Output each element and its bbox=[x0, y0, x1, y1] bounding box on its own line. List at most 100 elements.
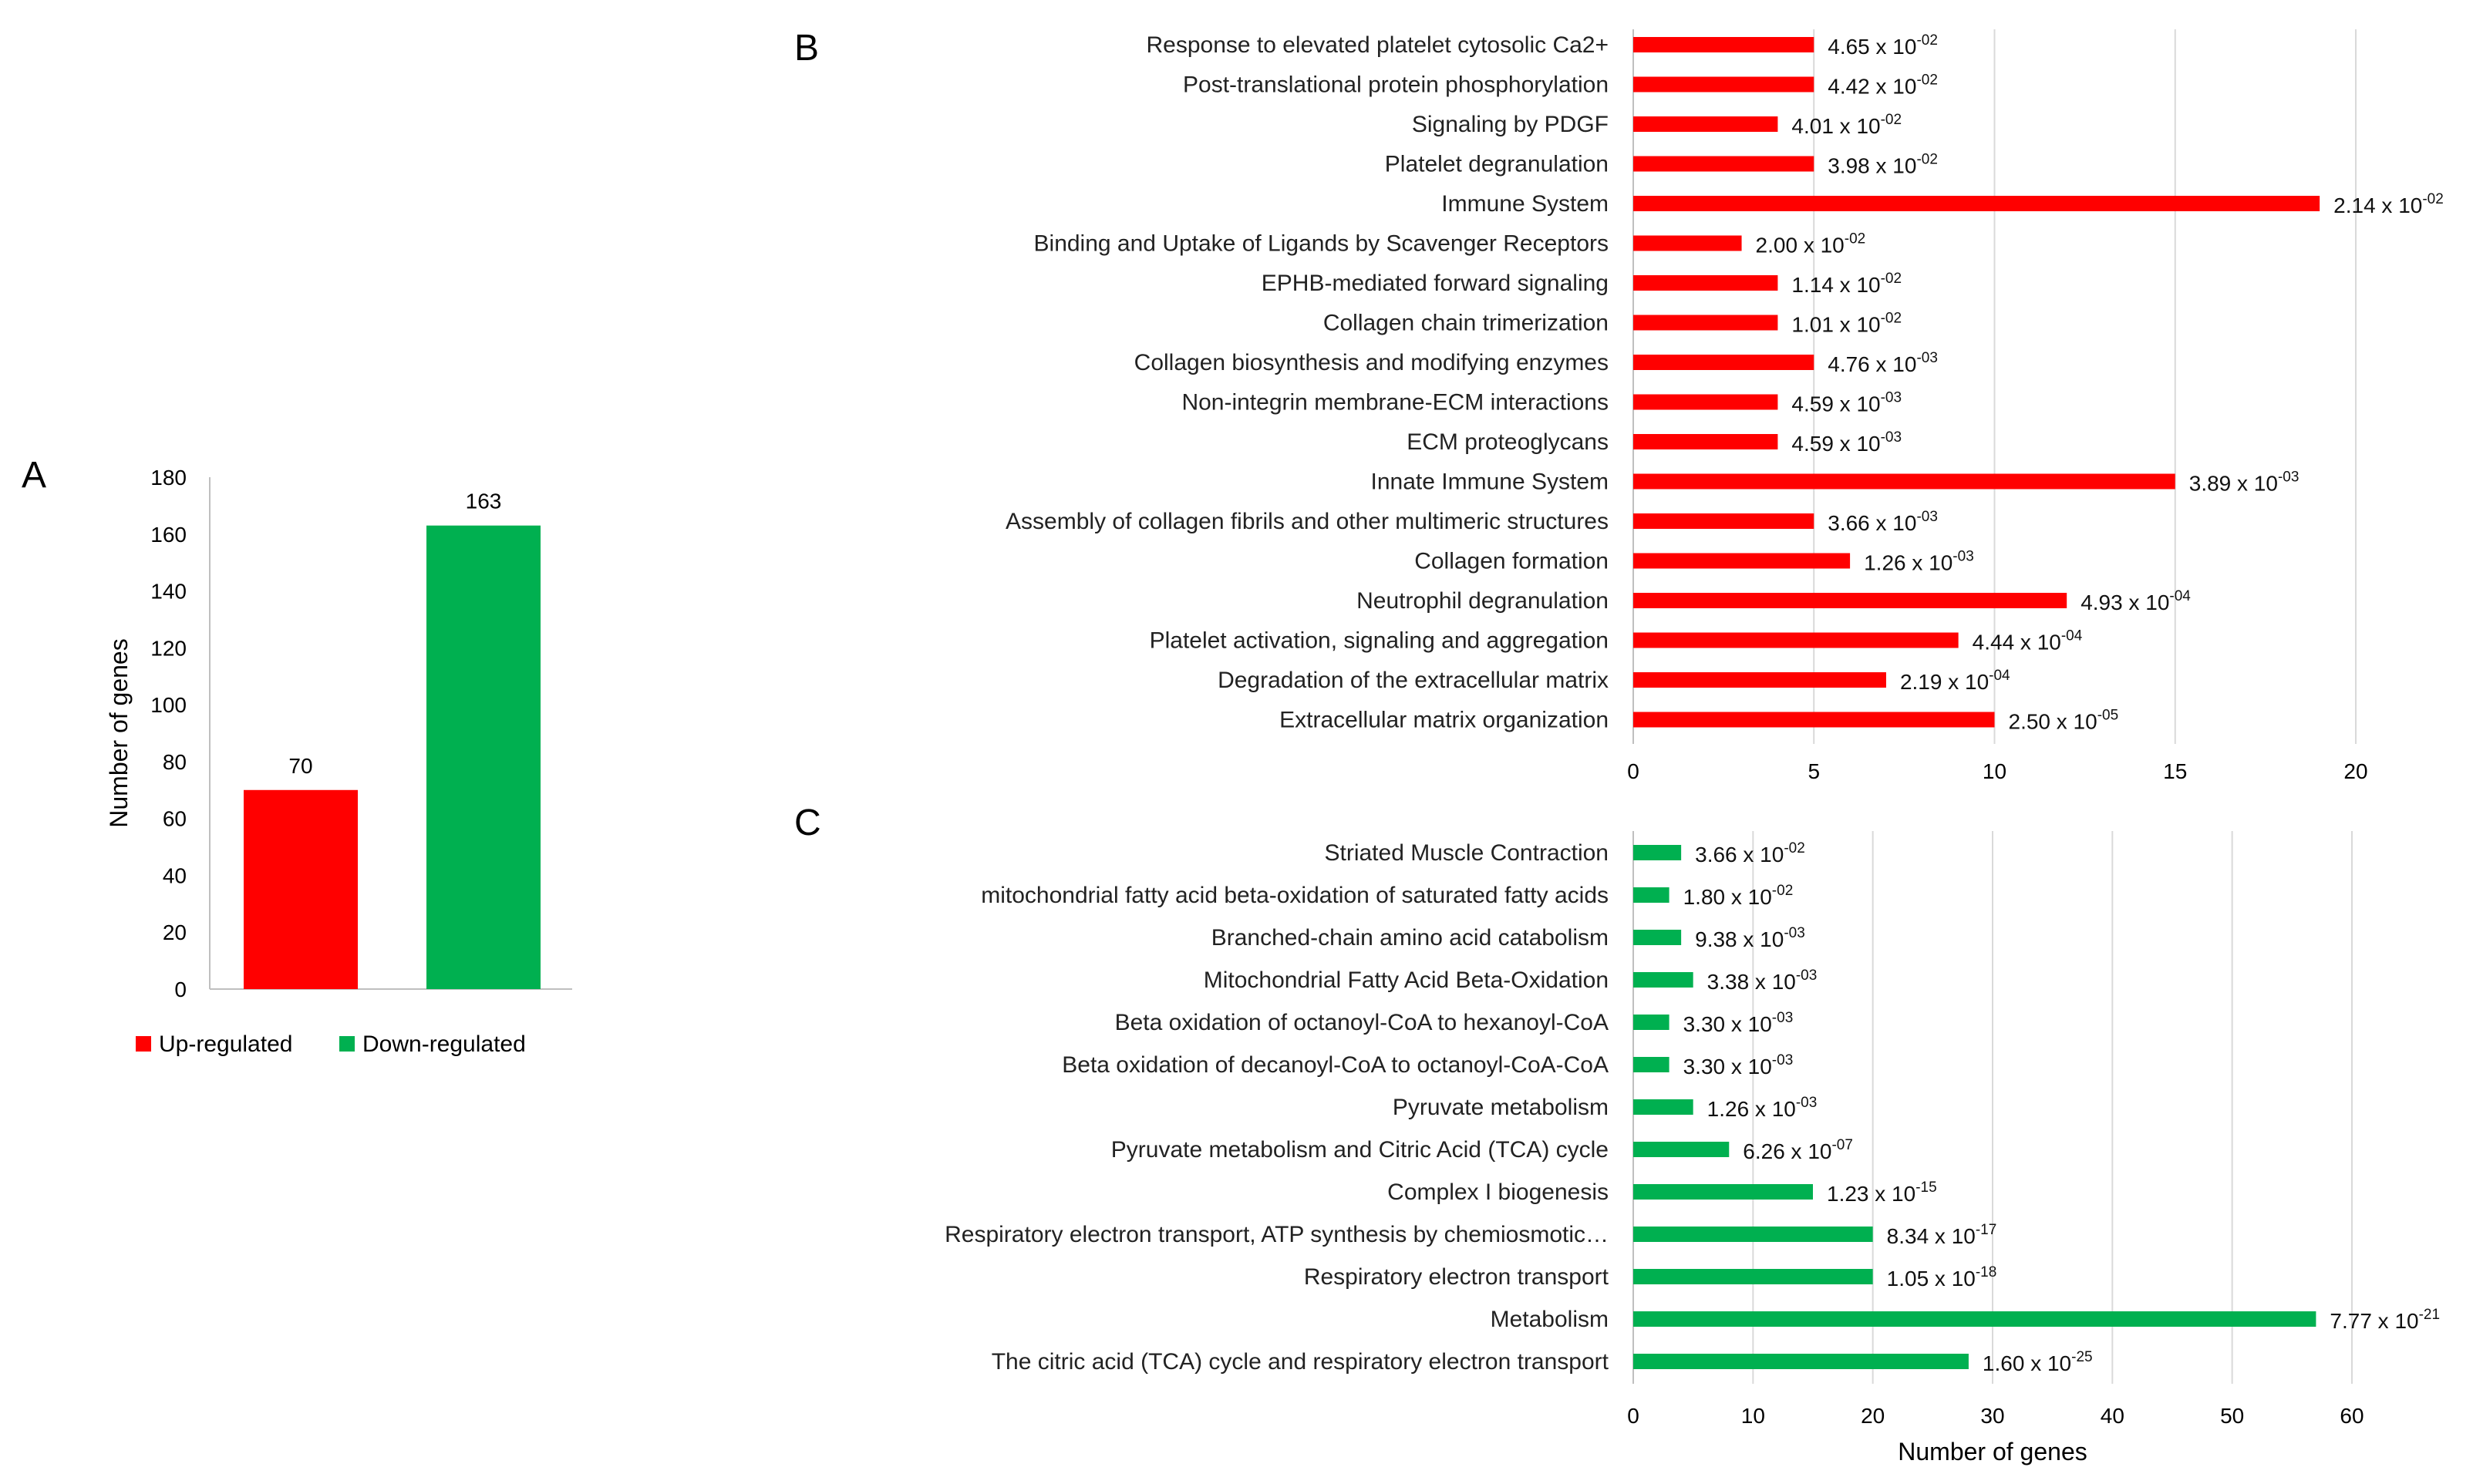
data-label-base: 1.14 x 10 bbox=[1791, 273, 1880, 297]
data-label-base: 1.01 x 10 bbox=[1791, 313, 1880, 337]
y-tick-label: 20 bbox=[163, 920, 187, 944]
bar-data-label: 1.05 x 10-18 bbox=[1887, 1264, 1997, 1291]
data-label-exponent: -03 bbox=[1784, 925, 1804, 941]
x-tick-label: 0 bbox=[1627, 1404, 1639, 1428]
bar-data-label: 3.66 x 10-03 bbox=[1828, 509, 1938, 535]
bar bbox=[1633, 672, 1886, 688]
category-label: Metabolism bbox=[1491, 1307, 1609, 1332]
panel-letter-a: A bbox=[22, 455, 46, 496]
data-label-base: 2.00 x 10 bbox=[1756, 234, 1845, 257]
category-label: EPHB-mediated forward signaling bbox=[1262, 271, 1609, 296]
bar bbox=[1633, 434, 1778, 449]
category-label: Binding and Uptake of Ligands by Scaveng… bbox=[1034, 231, 1609, 257]
data-label-base: 2.50 x 10 bbox=[2009, 710, 2097, 734]
data-label-base: 4.42 x 10 bbox=[1828, 75, 1916, 99]
legend-swatch-down-regulated bbox=[339, 1036, 355, 1052]
category-label: Collagen chain trimerization bbox=[1323, 311, 1609, 336]
data-label-base: 4.59 x 10 bbox=[1791, 392, 1880, 416]
data-label-base: 1.05 x 10 bbox=[1887, 1267, 1976, 1291]
data-label-exponent: -02 bbox=[1916, 152, 1937, 168]
category-label: Respiratory electron transport, ATP synt… bbox=[945, 1222, 1609, 1247]
data-label-base: 8.34 x 10 bbox=[1887, 1224, 1976, 1248]
data-label-exponent: -03 bbox=[1796, 967, 1817, 984]
category-label: Striated Muscle Contraction bbox=[1325, 840, 1609, 866]
data-label-exponent: -03 bbox=[1881, 429, 1902, 446]
y-tick-label: 160 bbox=[150, 523, 187, 547]
data-label-exponent: -05 bbox=[2097, 708, 2118, 724]
data-label-exponent: -03 bbox=[1916, 350, 1937, 366]
data-label-exponent: -15 bbox=[1915, 1179, 1936, 1196]
bar bbox=[1633, 1311, 2316, 1327]
bar-data-label: 1.23 x 10-15 bbox=[1827, 1179, 1937, 1206]
bar bbox=[1633, 593, 2067, 608]
bar bbox=[1633, 156, 1814, 172]
bar bbox=[1633, 513, 1814, 529]
bar-data-label: 3.30 x 10-03 bbox=[1683, 1052, 1794, 1079]
bar bbox=[1633, 196, 2320, 211]
x-tick-label: 60 bbox=[2340, 1404, 2364, 1428]
y-tick-label: 40 bbox=[163, 863, 187, 887]
data-label-base: 1.60 x 10 bbox=[1983, 1351, 2071, 1375]
data-label-base: 3.66 x 10 bbox=[1695, 843, 1784, 867]
bar-data-label: 2.14 x 10-02 bbox=[2333, 191, 2444, 217]
category-label: Response to elevated platelet cytosolic … bbox=[1146, 32, 1609, 58]
data-label-base: 3.89 x 10 bbox=[2189, 472, 2278, 496]
bar-data-label: 70 bbox=[288, 754, 312, 778]
category-label: Collagen formation bbox=[1414, 549, 1609, 574]
data-label-base: 1.26 x 10 bbox=[1864, 551, 1952, 575]
data-label-base: 3.38 x 10 bbox=[1707, 970, 1796, 994]
bar bbox=[1633, 1184, 1813, 1200]
data-label-base: 1.80 x 10 bbox=[1683, 885, 1772, 909]
x-tick-label: 30 bbox=[1980, 1404, 2004, 1428]
bar-data-label: 1.80 x 10-02 bbox=[1683, 883, 1794, 909]
bar bbox=[1633, 76, 1814, 93]
y-tick-label: 180 bbox=[150, 466, 187, 490]
category-label: Neutrophil degranulation bbox=[1356, 588, 1609, 614]
data-label-base: 4.65 x 10 bbox=[1828, 35, 1916, 59]
x-tick-label: 50 bbox=[2220, 1404, 2244, 1428]
bar bbox=[1633, 1354, 1969, 1369]
category-label: Mitochondrial Fatty Acid Beta-Oxidation bbox=[1204, 967, 1609, 993]
data-label-base: 2.14 x 10 bbox=[2333, 193, 2422, 217]
bar bbox=[1633, 473, 2175, 490]
x-tick-label: 20 bbox=[2343, 759, 2367, 783]
data-label-base: 1.23 x 10 bbox=[1827, 1182, 1915, 1206]
bar bbox=[1633, 1142, 1730, 1157]
category-label: Assembly of collagen fibrils and other m… bbox=[1006, 509, 1609, 534]
bar bbox=[1633, 1099, 1693, 1115]
bar-data-label: 163 bbox=[466, 490, 502, 513]
bar bbox=[1633, 355, 1814, 370]
data-label-exponent: -17 bbox=[1976, 1222, 1996, 1238]
x-tick-label: 10 bbox=[1983, 759, 2006, 783]
bar-data-label: 4.01 x 10-02 bbox=[1791, 112, 1902, 138]
legend-label: Down-regulated bbox=[362, 1031, 526, 1057]
category-label: Pyruvate metabolism and Citric Acid (TCA… bbox=[1111, 1137, 1609, 1163]
bar-data-label: 3.66 x 10-02 bbox=[1695, 840, 1805, 867]
bar-data-label: 3.30 x 10-03 bbox=[1683, 1010, 1794, 1036]
bar-data-label: 4.65 x 10-02 bbox=[1828, 32, 1938, 59]
x-tick-label: 10 bbox=[1741, 1404, 1765, 1428]
bar-data-label: 4.59 x 10-03 bbox=[1791, 390, 1902, 416]
bar bbox=[1633, 845, 1682, 860]
bar bbox=[1633, 712, 1995, 728]
data-label-exponent: -03 bbox=[1796, 1095, 1817, 1111]
data-label-exponent: -02 bbox=[1881, 271, 1902, 287]
y-tick-label: 0 bbox=[174, 978, 187, 1001]
category-label: Platelet activation, signaling and aggre… bbox=[1150, 628, 1609, 654]
category-label: Immune System bbox=[1441, 191, 1609, 217]
bar-data-label: 8.34 x 10-17 bbox=[1887, 1222, 1997, 1248]
bar-data-label: 6.26 x 10-07 bbox=[1743, 1137, 1853, 1163]
data-label-exponent: -02 bbox=[2422, 191, 2443, 207]
chart-panel-c: 0 10 20 30 40 50 60 Striated Muscle Contraction… bbox=[945, 831, 2440, 1465]
data-label-base: 4.59 x 10 bbox=[1791, 432, 1880, 456]
data-label-base: 2.19 x 10 bbox=[1900, 670, 1989, 694]
bar-data-label: 3.38 x 10-03 bbox=[1707, 967, 1818, 994]
data-label-exponent: -02 bbox=[1845, 231, 1865, 247]
x-tick-label: 0 bbox=[1627, 759, 1639, 783]
category-label: Degradation of the extracellular matrix bbox=[1218, 668, 1609, 693]
category-label: Non-integrin membrane-ECM interactions bbox=[1181, 390, 1609, 416]
bar bbox=[1633, 315, 1778, 331]
data-label-exponent: -02 bbox=[1916, 72, 1937, 89]
y-tick-label: 80 bbox=[163, 750, 187, 774]
